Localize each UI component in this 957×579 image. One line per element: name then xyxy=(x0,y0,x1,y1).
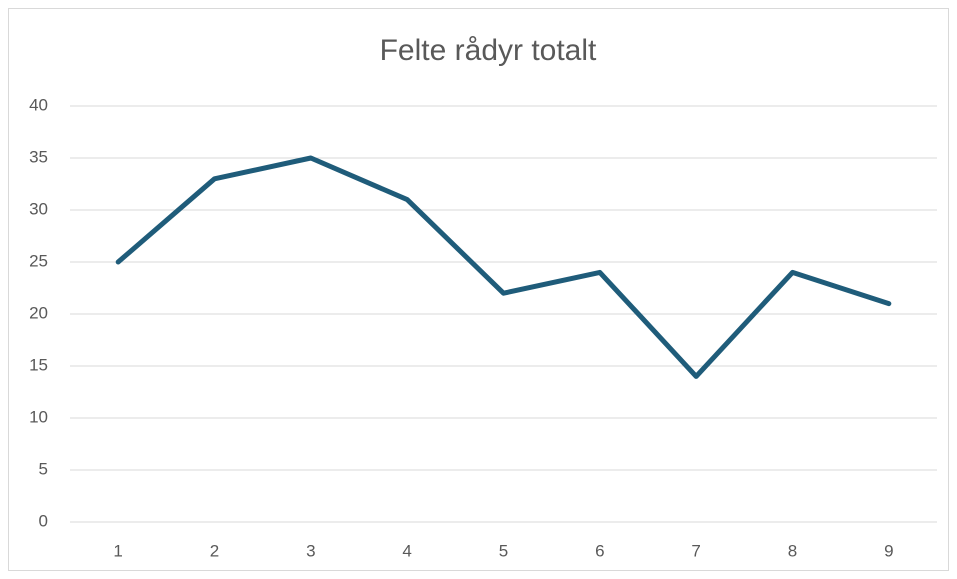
y-tick-label: 30 xyxy=(29,199,48,218)
chart-title: Felte rådyr totalt xyxy=(380,34,597,67)
x-tick-label: 5 xyxy=(499,541,508,560)
x-tick-label: 4 xyxy=(402,541,411,560)
x-tick-label: 7 xyxy=(691,541,700,560)
data-line xyxy=(115,155,892,379)
x-tick-label: 9 xyxy=(884,541,893,560)
x-tick-label: 8 xyxy=(788,541,797,560)
x-tick-label: 6 xyxy=(595,541,604,560)
y-tick-label: 5 xyxy=(39,459,48,478)
x-tick-label: 2 xyxy=(210,541,219,560)
y-tick-label: 25 xyxy=(29,251,48,270)
x-tick-label: 1 xyxy=(113,541,122,560)
chart-border xyxy=(8,8,949,571)
x-tick-label: 3 xyxy=(306,541,315,560)
y-tick-label: 0 xyxy=(39,511,48,530)
y-tick-label: 10 xyxy=(29,407,48,426)
y-tick-label: 20 xyxy=(29,303,48,322)
y-tick-label: 40 xyxy=(29,95,48,114)
y-tick-label: 35 xyxy=(29,147,48,166)
y-tick-label: 15 xyxy=(29,355,48,374)
